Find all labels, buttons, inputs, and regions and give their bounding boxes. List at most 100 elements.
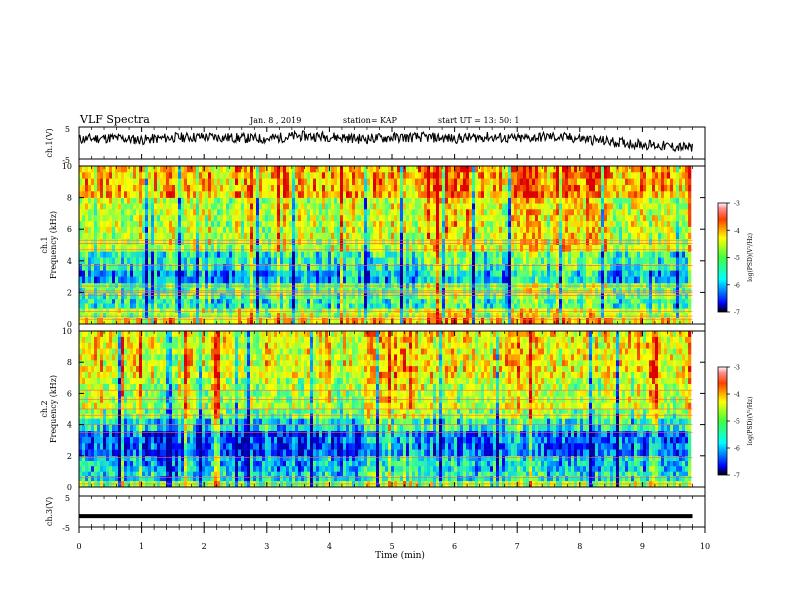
spectrogram-cell — [190, 303, 194, 309]
spectrogram-cell — [481, 172, 485, 179]
spectrogram-cell — [538, 238, 542, 246]
spectrogram-cell — [445, 226, 449, 234]
spectrogram-cell — [325, 197, 329, 204]
spectrogram-cell — [115, 245, 119, 252]
spectrogram-cell — [346, 308, 350, 314]
spectrogram-cell — [427, 209, 431, 216]
spectrogram-cell — [562, 317, 566, 325]
spectrogram-cell — [172, 209, 176, 216]
spectrogram-cell — [196, 191, 200, 198]
spectrogram-cell — [229, 185, 233, 192]
spectrogram-cell — [568, 245, 572, 252]
spectrogram-cell — [463, 197, 467, 204]
spectrogram-cell — [406, 276, 410, 284]
spectrogram-cell — [124, 226, 128, 234]
spectrogram-cell — [466, 257, 470, 265]
spectrogram-cell — [334, 226, 338, 234]
spectrogram-cell — [613, 303, 617, 309]
spectrogram-cell — [139, 270, 143, 277]
spectrogram-cell — [499, 185, 503, 192]
spectrogram-cell — [331, 178, 335, 186]
spectrogram-cell — [280, 232, 284, 239]
spectrogram-cell — [559, 203, 563, 210]
spectrogram-cell — [388, 191, 392, 198]
spectrogram-cell — [145, 312, 149, 318]
spectrogram-cell — [505, 203, 509, 210]
spectrogram-cell — [343, 232, 347, 239]
spectrogram-cell — [109, 317, 113, 325]
spectrogram-cell — [268, 191, 272, 198]
spectrogram-cell — [253, 185, 257, 192]
spectrogram-cell — [484, 238, 488, 246]
spectrogram-cell — [154, 257, 158, 265]
spectrogram-cell — [355, 232, 359, 239]
spectrogram-cell — [166, 245, 170, 252]
spectrogram-cell — [496, 312, 500, 318]
spectrogram-cell — [217, 209, 221, 216]
spectrogram-cell — [301, 191, 305, 198]
spectrogram-cell — [484, 185, 488, 192]
spectrogram-cell — [406, 232, 410, 239]
spectrogram-cell — [562, 215, 566, 222]
spectrogram-cell — [94, 226, 98, 234]
spectrogram-cell — [163, 197, 167, 204]
spectrogram-cell — [526, 308, 530, 314]
spectrogram-cell — [316, 191, 320, 198]
spectrogram-cell — [610, 293, 614, 300]
spectrogram-cell — [430, 232, 434, 239]
spectrogram-cell — [211, 276, 215, 284]
spectrogram-cell — [508, 191, 512, 198]
spectrogram-cell — [427, 191, 431, 198]
spectrogram-cell — [202, 293, 206, 300]
spectrogram-cell — [145, 232, 149, 239]
spectrogram-cell — [463, 264, 467, 271]
spectrogram-cell — [286, 264, 290, 271]
spectrogram-cell — [553, 178, 557, 186]
spectrogram-cell — [490, 197, 494, 204]
spectrogram-cell — [604, 172, 608, 179]
spectrogram-cell — [397, 276, 401, 284]
spectrogram-cell — [601, 312, 605, 318]
spectrogram-cell — [226, 172, 230, 179]
spectrogram-cell — [334, 251, 338, 258]
spectrogram-cell — [544, 308, 548, 314]
spectrogram-cell — [319, 197, 323, 204]
spectrogram-cell — [439, 276, 443, 284]
spectrogram-cell — [442, 185, 446, 192]
spectrogram-cell — [388, 308, 392, 314]
spectrogram-cell — [298, 232, 302, 239]
spectrogram-cell — [175, 203, 179, 210]
spectrogram-cell — [433, 276, 437, 284]
spectrogram-cell — [442, 221, 446, 228]
spectrogram-cell — [265, 308, 269, 314]
spectrogram-cell — [208, 203, 212, 210]
spectrogram-cell — [469, 215, 473, 222]
spectrogram-cell — [568, 276, 572, 284]
spectrogram-cell — [97, 172, 101, 179]
spectrogram-cell — [430, 308, 434, 314]
spectrogram-cell — [379, 312, 383, 318]
spectrogram-cell — [244, 226, 248, 234]
spectrogram-cell — [544, 232, 548, 239]
spectrogram-cell — [88, 257, 92, 265]
spectrogram-cell — [517, 245, 521, 252]
spectrogram-cell — [217, 191, 221, 198]
spectrogram-cell — [421, 276, 425, 284]
spectrogram-cell — [217, 257, 221, 265]
spectrogram-cell — [424, 312, 428, 318]
spectrogram-cell — [274, 209, 278, 216]
spectrogram-cell — [181, 298, 185, 304]
spectrogram-cell — [466, 197, 470, 204]
spectrogram-cell — [457, 172, 461, 179]
spectrogram-cell — [253, 197, 257, 204]
spectrogram-cell — [142, 221, 146, 228]
spectrogram-cell — [250, 185, 254, 192]
spectrogram-cell — [424, 221, 428, 228]
spectrogram-cell — [103, 251, 107, 258]
spectrogram-cell — [550, 270, 554, 277]
spectrogram-cell — [352, 270, 356, 277]
spectrogram-cell — [538, 191, 542, 198]
spectrogram-cell — [367, 232, 371, 239]
spectrogram-cell — [142, 308, 146, 314]
spectrogram-cell — [247, 166, 251, 173]
